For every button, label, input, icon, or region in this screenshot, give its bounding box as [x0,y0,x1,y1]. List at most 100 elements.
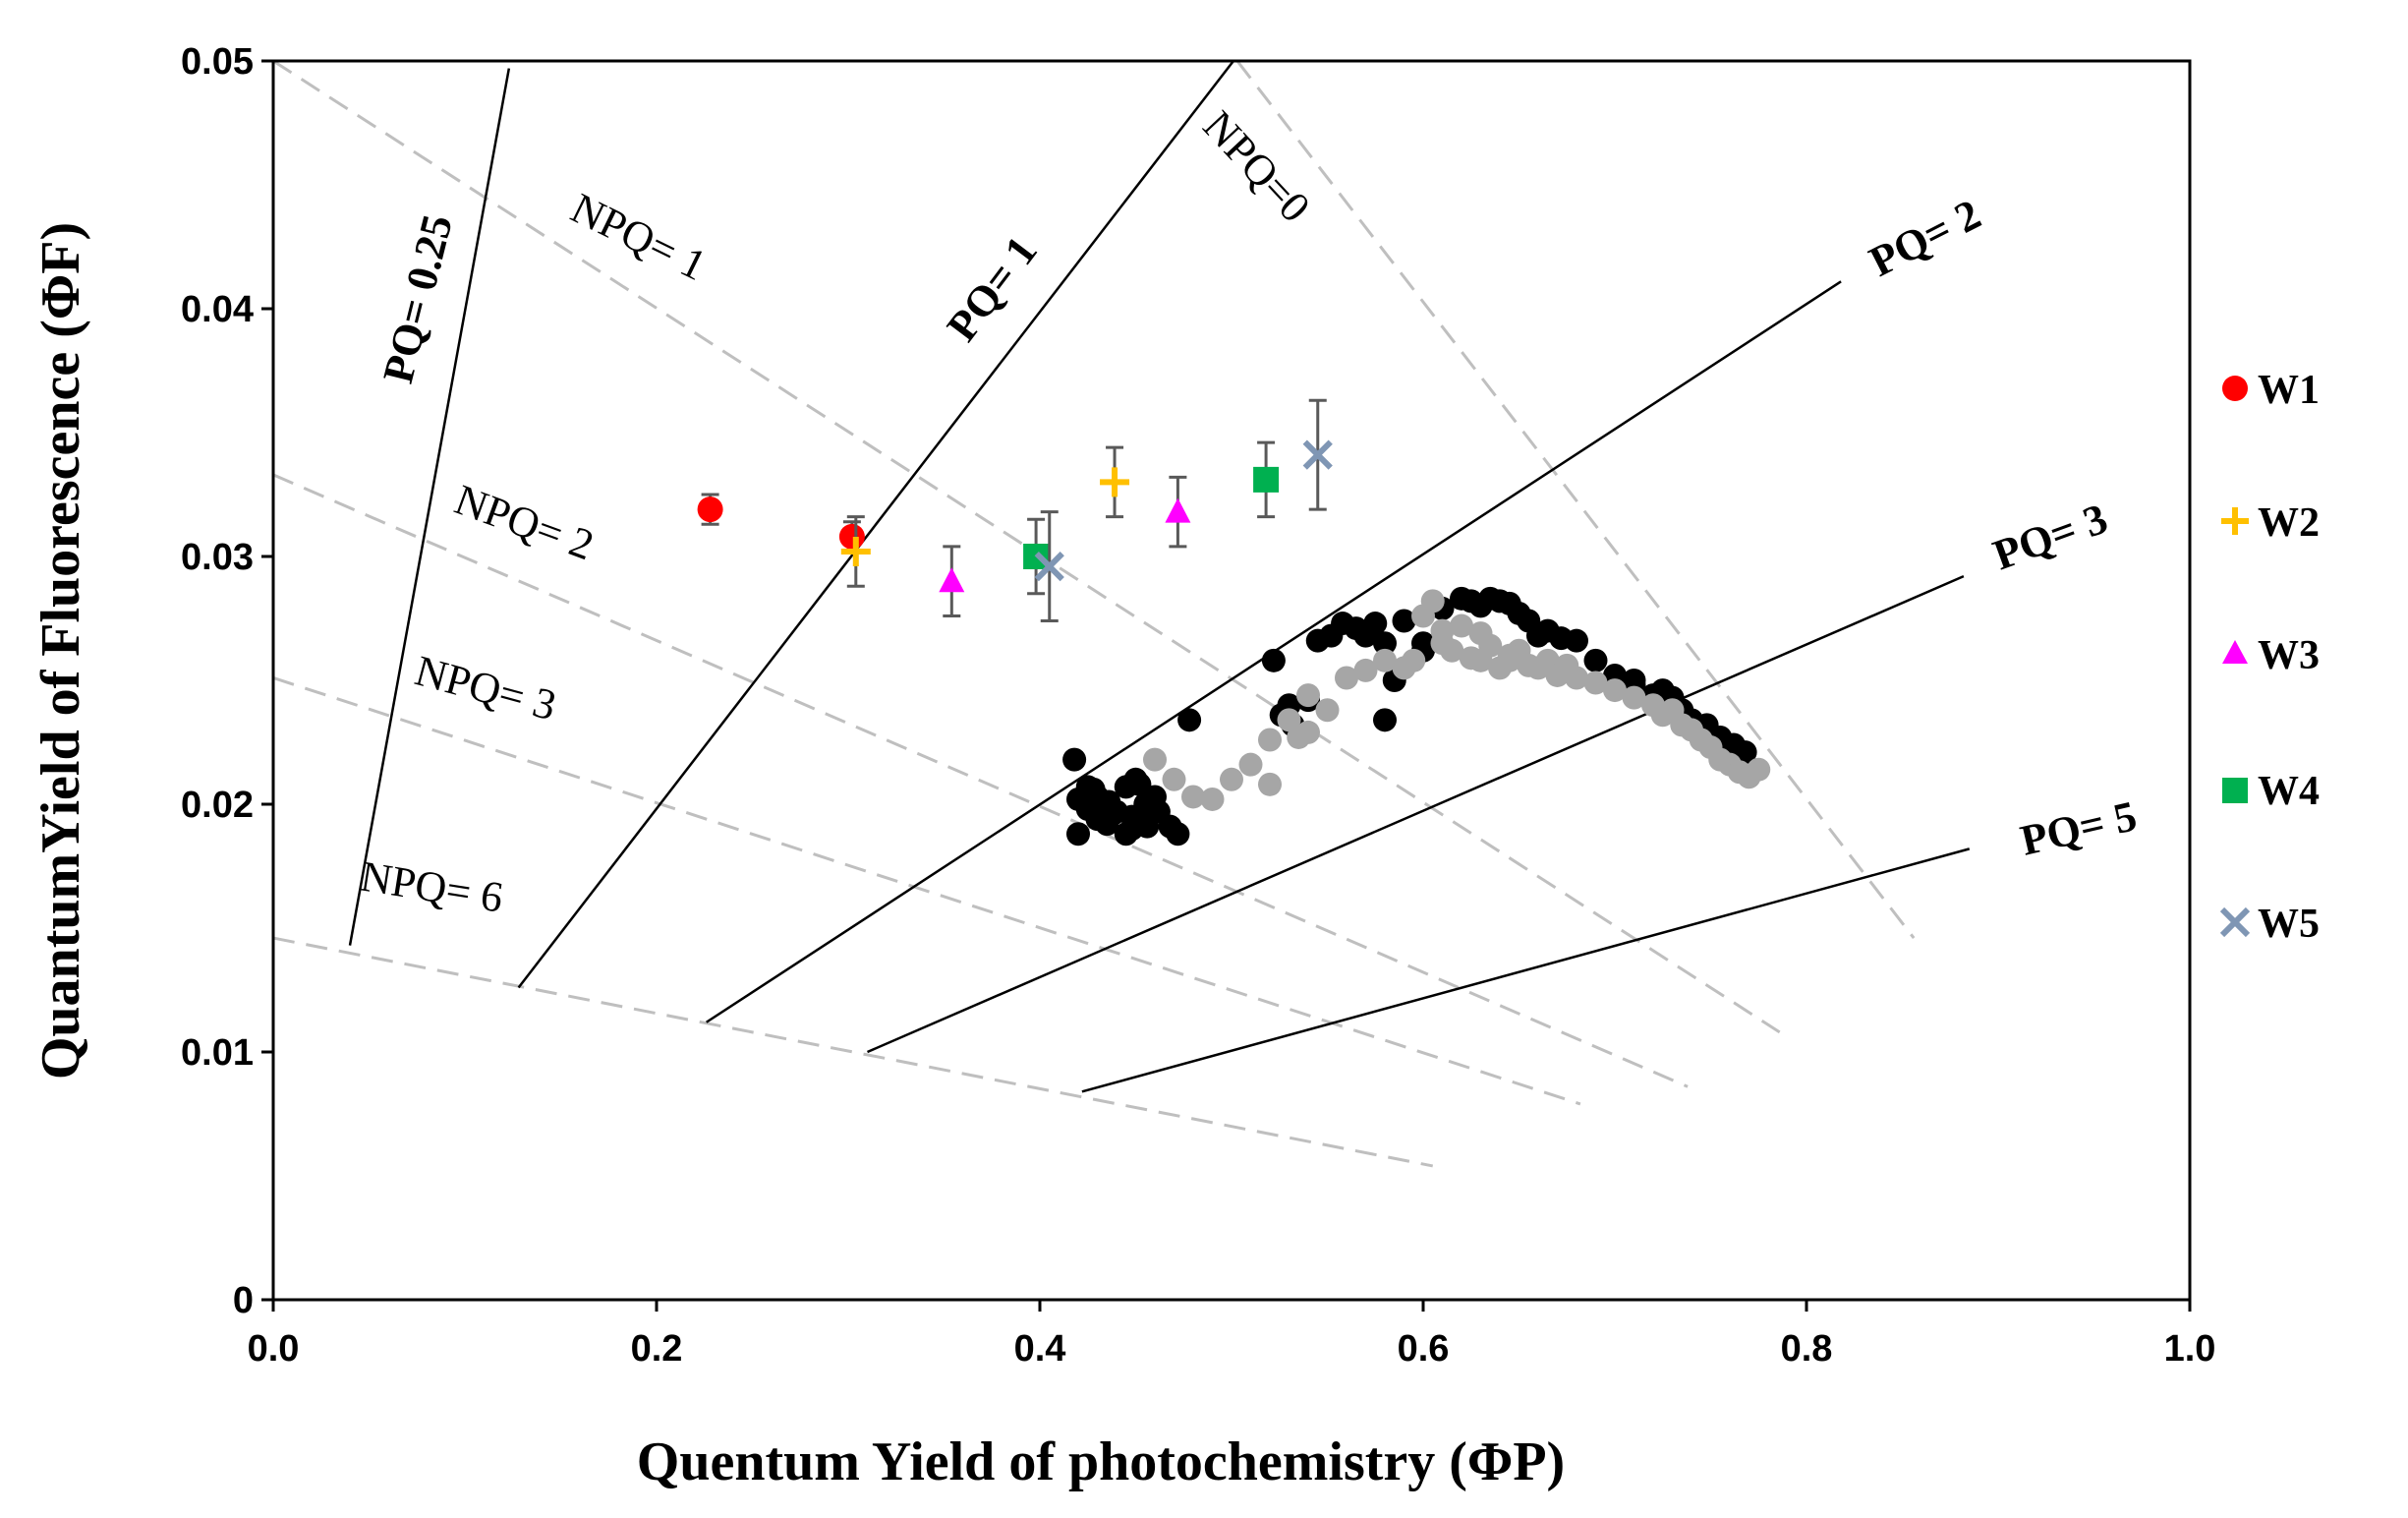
x-tick-label: 1.0 [2164,1328,2216,1370]
gray-point [1353,658,1378,682]
legend-item-w4: W4 [2222,769,2320,814]
legend-label-w1: W1 [2258,368,2320,413]
black-point [1373,708,1397,732]
gray-point [1181,785,1205,809]
gray-point [1497,643,1521,668]
reference-lines [272,59,1971,1168]
legend-item-w5: W5 [2219,902,2320,947]
black-point [1363,612,1388,636]
gray-point [1402,648,1426,672]
legend-item-w1: W1 [2222,368,2320,413]
black-point [1392,609,1416,633]
black-point [1261,648,1286,672]
annotation-npq1: NPQ= 1 [564,184,715,290]
annotation-npq0: NPQ=0 [1194,101,1320,231]
annotation-pq3: PQ= 3 [1987,495,2114,580]
black-point [1583,648,1608,672]
series-points [697,398,1333,623]
y-tick-label: 0.04 [181,289,254,330]
point-w3 [1165,497,1191,523]
legend-label-w4: W4 [2258,769,2320,814]
gray-point [1420,589,1445,613]
axis-ticks: 0.0 0.2 0.4 0.6 0.8 1.0 0 0.01 0.02 0.03 0.04 0.05 [181,41,2215,1370]
gray-point [1162,767,1186,791]
x-tick-label: 0.4 [1014,1328,1066,1370]
gray-point [1238,752,1263,777]
y-axis-title: QuantumYield of Fluorescence (ΦF) [30,222,91,1080]
annotation-npq6: NPQ= 6 [357,851,506,921]
legend-marker-w2 [2221,507,2249,535]
black-point [1177,708,1202,732]
gray-point [1450,613,1473,638]
legend-item-w3: W3 [2222,633,2320,678]
legend: W1 W2 W3 W4 W5 [2219,368,2320,947]
point-w2 [1100,467,1130,497]
npq-line-2 [272,473,1689,1088]
gray-point [1296,720,1320,744]
point-w4 [1253,466,1280,493]
legend-label-w2: W2 [2258,500,2320,546]
gray-point [1220,767,1243,791]
gray-point [1583,671,1608,695]
x-tick-label: 0.0 [248,1328,300,1370]
x-axis-title: Quentum Yield of photochemistry (ΦP) [637,1431,1565,1492]
legend-marker-w3 [2222,640,2248,664]
y-tick-label: 0.05 [181,41,254,83]
x-tick-label: 0.8 [1781,1328,1833,1370]
black-point [1062,747,1087,772]
black-point [1166,822,1190,847]
gray-point [1468,621,1493,646]
npq-line-0 [1235,60,1916,939]
gray-point [1747,757,1771,782]
black-point [1565,628,1588,653]
y-tick-label: 0.02 [181,785,254,826]
gray-point [1258,772,1282,796]
pq-line-3 [867,575,1965,1054]
black-point [1135,814,1160,839]
legend-label-w3: W3 [2258,633,2320,678]
gray-point [1603,678,1627,703]
annotation-npq2: NPQ= 2 [449,475,601,569]
gray-point [1565,666,1588,690]
npq-line-4 [272,936,1434,1168]
gray-point [1296,683,1320,708]
pq-line-4 [1081,847,1971,1093]
gray-point [1200,787,1225,811]
y-tick-label: 0 [233,1280,254,1321]
annotation-pq025: PQ= 0.25 [373,210,462,388]
point-w5 [1034,551,1064,582]
annotation-pq5: PQ= 5 [2016,791,2141,865]
gray-point [1430,631,1455,656]
point-w5 [1302,439,1333,470]
legend-marker-w5 [2219,906,2251,938]
y-tick-label: 0.03 [181,537,254,578]
pq-line-0 [348,68,511,946]
gray-point [1143,747,1167,772]
npq-line-3 [272,676,1581,1106]
gray-point [1622,685,1646,710]
black-point [1066,822,1090,847]
black-point [1097,789,1121,814]
background-points [1062,586,1771,847]
annotation-npq3: NPQ= 3 [410,646,561,730]
x-tick-label: 0.2 [631,1328,683,1370]
gray-point [1373,648,1397,672]
legend-label-w5: W5 [2258,902,2320,947]
gray-point [1258,728,1282,752]
point-w1 [838,523,865,550]
y-tick-label: 0.01 [181,1032,254,1074]
legend-item-w2: W2 [2221,500,2320,546]
gray-point [1335,666,1358,690]
point-w2 [840,536,871,566]
point-w3 [939,567,965,593]
black-point [1373,631,1397,656]
black-point [1127,772,1152,796]
x-tick-label: 0.6 [1398,1328,1450,1370]
legend-marker-w4 [2222,778,2248,803]
gray-point [1315,698,1340,723]
annotation-pq1: PQ= 1 [938,227,1047,350]
gray-point [1277,708,1301,732]
point-w1 [697,496,723,523]
annotation-pq2: PQ= 2 [1862,190,1987,286]
